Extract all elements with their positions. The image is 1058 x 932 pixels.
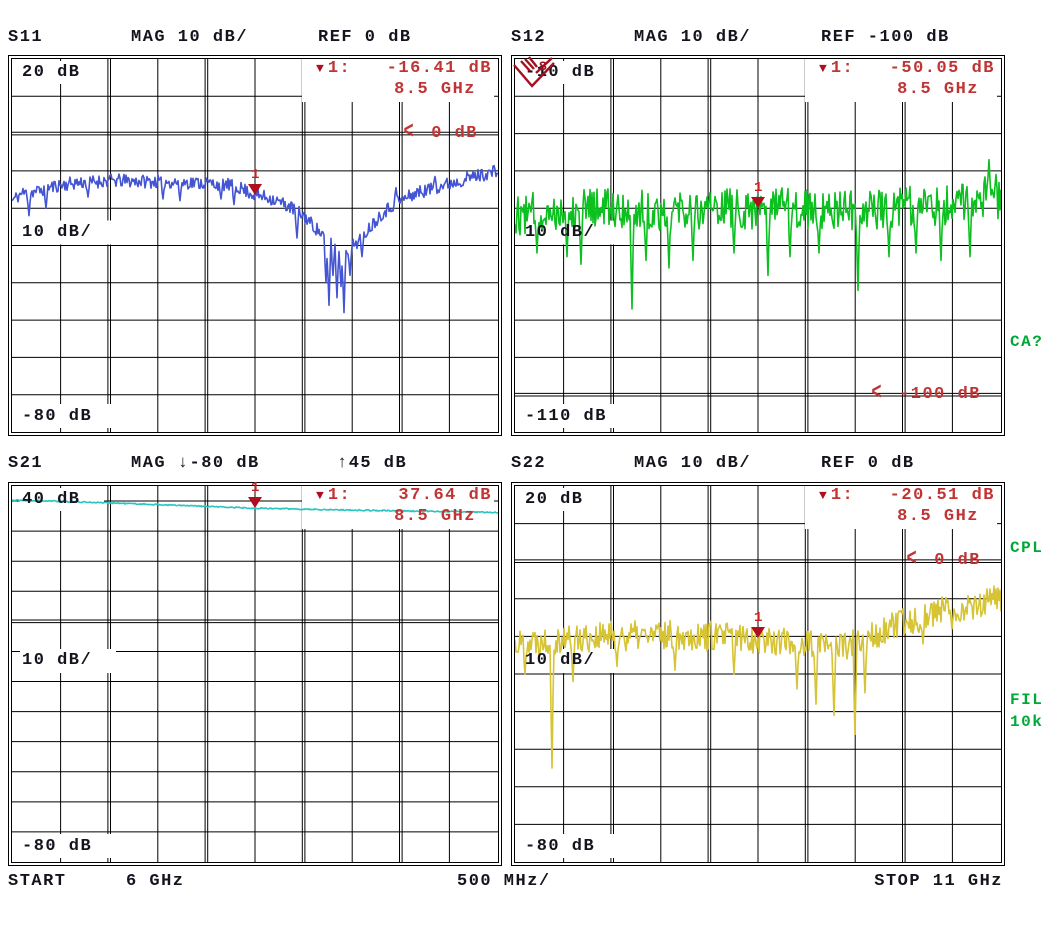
status-fil-label: FIL [1010,691,1044,709]
mag-scale-label: MAG 10 dB/ [634,454,752,473]
ref-level-label: REF -100 dB [821,28,950,47]
scale-per-div-label: 10 dB/ [22,651,93,670]
grid-and-trace-s21 [8,482,502,866]
plot-panel-s12: -10 dB 10 dB/ -110 dB ▼ 1: -50.05 dB 8.5 G… [511,55,1005,436]
plot-panel-s22: 20 dB 10 dB/ -80 dB ▼ 1: -20.51 dB 8.5 GHz… [511,482,1005,866]
ref-arrow-icon: < [871,380,884,408]
ref-arrow-icon: < [906,547,919,574]
marker-value: 37.64 dB [398,486,492,505]
marker-value: -16.41 dB [386,59,492,78]
ref-line-value: -100 dB [899,384,981,404]
status-cal-label: CA? [1010,333,1044,351]
param-label: S21 [8,454,44,473]
marker-triangle-icon: ▼ [819,488,827,503]
plot-panel-s11: 20 dB 10 dB/ -80 dB ▼ 1: -16.41 dB 8.5 GHz… [8,55,502,436]
scale-bottom-label: -80 dB [525,837,596,856]
marker-triangle-icon: ▼ [316,488,324,503]
marker-triangle-icon: ▼ [316,61,324,76]
ref-line-indicator: <0 dB [906,547,981,574]
stop-freq-label: STOP 11 GHz [874,872,1003,891]
mag-scale-label: MAG 10 dB/ [131,28,249,47]
status-fil-bw-label: 10k [1010,713,1044,731]
marker-digit: 1 [251,480,260,497]
scale-bottom-label: -80 dB [22,407,93,426]
scale-per-div-label: 10 dB/ [22,222,93,242]
marker-number: 1: [327,59,352,78]
marker-number: 1: [327,486,352,505]
scale-top-label: 40 dB [22,490,81,509]
start-freq-label: START [8,872,67,891]
marker-digit: 1 [754,180,763,197]
svg-text:S: S [539,59,548,74]
header-s21: S21 MAG ↓-80 dB ↑45 dB [8,454,508,474]
ref-line-indicator: <0 dB [403,120,478,147]
param-label: S12 [511,28,547,47]
marker-triangle-icon [248,497,262,509]
ref-line-indicator: < -100 dB [871,381,981,408]
ref-line-value: 0 dB [934,551,981,571]
marker-value: -20.51 dB [889,486,995,505]
marker-triangle-icon: ▼ [819,61,827,76]
marker-number: 1: [830,59,855,78]
marker-readout: ▼ 1: 37.64 dB 8.5 GHz [316,485,492,527]
ref-level-label: ↑45 dB [337,454,408,473]
mag-scale-label: MAG 10 dB/ [634,28,752,47]
header-s11: S11 MAG 10 dB/ REF 0 dB [8,28,508,48]
marker-value: -50.05 dB [889,59,995,78]
marker-digit: 1 [754,610,763,627]
marker-triangle-icon [751,197,765,209]
scale-bottom-label: -110 dB [525,407,607,426]
marker-frequency: 8.5 GHz [394,80,476,99]
status-check-s-icon: S [513,56,555,88]
freq-per-div-label: 500 MHz/ [457,872,551,891]
scale-bottom-label: -80 dB [22,837,93,856]
marker-digit: 1 [251,166,260,183]
scale-per-div-label: 10 dB/ [525,651,596,670]
ref-level-label: REF 0 dB [821,454,915,473]
marker-frequency: 8.5 GHz [394,507,476,526]
ref-line-value: 0 dB [431,123,478,143]
status-cpl-label: CPL [1010,539,1044,557]
marker-triangle-icon [248,183,262,195]
plot-panel-s21: 40 dB 10 dB/ -80 dB ▼ 1: 37.64 dB 8.5 GHz … [8,480,502,866]
param-label: S22 [511,454,547,473]
scale-per-div-label: 10 dB/ [525,222,596,242]
grid-and-trace-s12 [511,55,1005,436]
mag-scale-label: MAG ↓-80 dB [131,454,260,473]
marker-triangle-icon [751,627,765,639]
param-label: S11 [8,28,44,47]
header-s12: S12 MAG 10 dB/ REF -100 dB [511,28,1011,48]
marker-frequency: 8.5 GHz [897,507,979,526]
marker-number: 1: [830,486,855,505]
ref-arrow-icon: < [403,119,416,147]
grid-and-trace-s22 [511,482,1005,866]
ref-level-label: REF 0 dB [318,28,412,47]
marker-readout: ▼ 1: -20.51 dB 8.5 GHz [819,485,995,527]
marker-readout: ▼ 1: -50.05 dB 8.5 GHz [819,58,995,100]
scale-top-label: 20 dB [525,490,584,509]
marker-readout: ▼ 1: -16.41 dB 8.5 GHz [316,58,492,100]
start-freq-value: 6 GHz [126,872,185,891]
grid-and-trace-s11 [8,55,502,436]
marker-frequency: 8.5 GHz [897,80,979,99]
scale-top-label: 20 dB [22,63,81,82]
header-s22: S22 MAG 10 dB/ REF 0 dB [511,454,1011,474]
